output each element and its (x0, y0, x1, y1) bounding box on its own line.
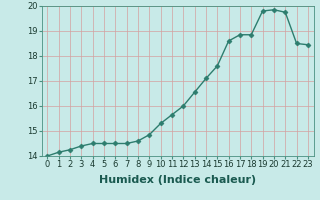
X-axis label: Humidex (Indice chaleur): Humidex (Indice chaleur) (99, 175, 256, 185)
